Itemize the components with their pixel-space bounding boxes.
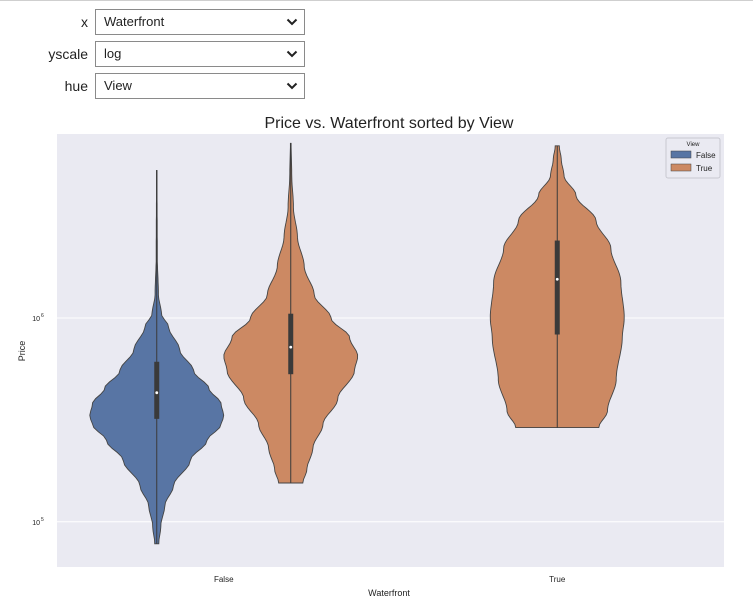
yscale-control-label: yscale: [48, 46, 88, 62]
x-control-label: x: [81, 14, 88, 30]
chevron-down-icon: [286, 50, 298, 58]
x-dropdown[interactable]: Waterfront: [95, 9, 305, 35]
top-divider: [0, 0, 753, 1]
chevron-down-icon: [286, 82, 298, 90]
x-tick-label-true: True: [549, 575, 566, 584]
yscale-dropdown-value: log: [104, 46, 122, 61]
x-axis-label: Waterfront: [368, 588, 410, 598]
x-dropdown-value: Waterfront: [104, 14, 165, 29]
hue-dropdown-value: View: [104, 78, 132, 93]
y-tick-label-0: 10: [32, 520, 40, 527]
median-true-view-true: [555, 277, 559, 281]
median-false-view-false: [155, 391, 159, 395]
y-axis-label: Price: [17, 341, 27, 362]
chevron-down-icon: [286, 18, 298, 26]
median-false-view-true: [289, 345, 293, 349]
legend-title: View: [687, 142, 701, 148]
y-tick-label-1: 10: [32, 316, 40, 323]
yscale-dropdown[interactable]: log: [95, 41, 305, 67]
iqr-box-true-view-true: [554, 240, 560, 335]
y-tick-exponent-0: 5: [41, 517, 44, 523]
violin-chart: Price vs. Waterfront sorted by View 10 51…: [17, 115, 724, 598]
legend: View False True: [665, 137, 721, 179]
iqr-box-false-view-false: [154, 361, 160, 419]
legend-swatch-true: [670, 163, 692, 172]
legend-label-false: False: [696, 151, 716, 160]
y-tick-exponent-1: 6: [41, 313, 44, 319]
iqr-box-false-view-true: [288, 313, 294, 375]
x-tick-label-false: False: [214, 575, 234, 584]
legend-swatch-false: [670, 150, 692, 159]
legend-label-true: True: [696, 164, 713, 173]
hue-dropdown[interactable]: View: [95, 73, 305, 99]
chart-title: Price vs. Waterfront sorted by View: [265, 115, 514, 132]
hue-control-label: hue: [64, 78, 88, 94]
